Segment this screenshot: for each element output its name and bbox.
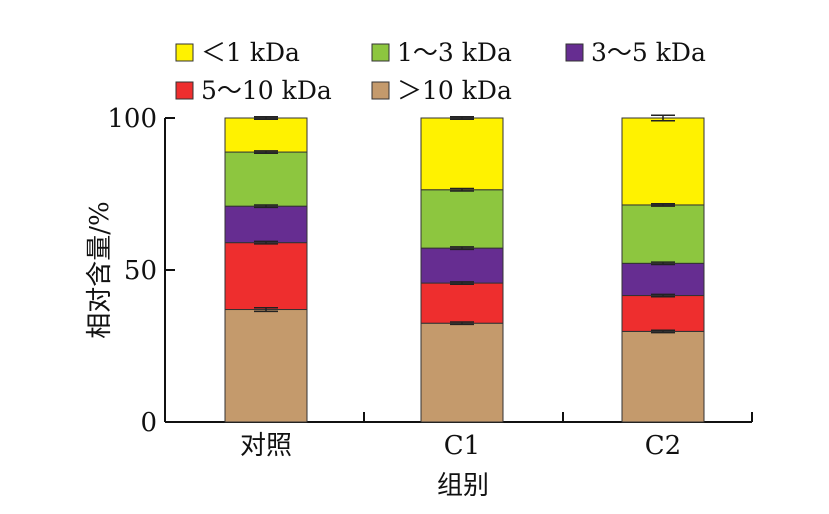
bar-segment bbox=[621, 204, 705, 264]
legend: ＜1 kDa 1～3 kDa 3～5 kDa 5～10 kDa ＞10 kDa bbox=[175, 38, 706, 105]
x-tick-label: C1 bbox=[444, 431, 480, 461]
bars bbox=[224, 114, 705, 423]
bar-segment bbox=[621, 330, 705, 423]
bar-segment bbox=[420, 247, 504, 284]
x-tick-label: C2 bbox=[645, 431, 681, 461]
legend-swatch bbox=[565, 43, 584, 62]
y-axis-title: 相对含量/% bbox=[85, 201, 115, 338]
x-axis-title: 组别 bbox=[437, 471, 489, 501]
bar-segment bbox=[621, 295, 705, 332]
bar-segment bbox=[621, 262, 705, 297]
bar-segment bbox=[224, 151, 308, 207]
x-tick-label: 对照 bbox=[240, 431, 292, 461]
bar-segment bbox=[420, 322, 504, 423]
bar-segment bbox=[224, 205, 308, 244]
legend-label: 1～3 kDa bbox=[397, 38, 512, 67]
legend-swatch bbox=[371, 43, 390, 62]
legend-label: ＜1 kDa bbox=[201, 38, 300, 67]
legend-swatch bbox=[175, 81, 194, 100]
legend-swatch bbox=[175, 43, 194, 62]
legend-label: 3～5 kDa bbox=[591, 38, 706, 67]
legend-label: 5～10 kDa bbox=[201, 76, 332, 105]
x-tick-labels: 对照 C1 C2 bbox=[240, 431, 681, 461]
bar-segment bbox=[224, 309, 308, 423]
bar-segment bbox=[224, 117, 308, 153]
bar-segment bbox=[621, 117, 705, 206]
bar-segment bbox=[420, 282, 504, 324]
legend-label: ＞10 kDa bbox=[397, 76, 512, 105]
y-ticks: 0 50 100 bbox=[107, 104, 175, 438]
bar-segment bbox=[420, 189, 504, 249]
bar-segment bbox=[224, 242, 308, 311]
legend-swatch bbox=[371, 81, 390, 100]
y-tick-label: 50 bbox=[124, 256, 157, 286]
bar-segment bbox=[420, 117, 504, 191]
y-tick-label: 0 bbox=[140, 408, 157, 438]
y-tick-label: 100 bbox=[107, 104, 157, 134]
